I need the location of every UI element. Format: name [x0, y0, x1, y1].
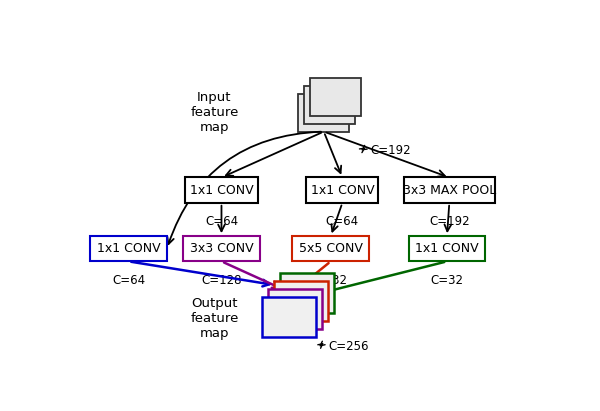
Text: 1x1 CONV: 1x1 CONV [190, 184, 253, 196]
FancyBboxPatch shape [262, 297, 316, 337]
Text: 1x1 CONV: 1x1 CONV [311, 184, 374, 196]
Text: C=64: C=64 [326, 215, 359, 228]
FancyBboxPatch shape [280, 273, 334, 313]
Text: C=256: C=256 [328, 340, 369, 353]
Text: 5x5 CONV: 5x5 CONV [299, 242, 362, 255]
FancyBboxPatch shape [90, 236, 167, 261]
Text: 1x1 CONV: 1x1 CONV [97, 242, 160, 255]
FancyBboxPatch shape [183, 236, 260, 261]
Text: 3x3 CONV: 3x3 CONV [190, 242, 253, 255]
FancyBboxPatch shape [404, 178, 494, 203]
Text: C=192: C=192 [370, 144, 411, 157]
Text: C=32: C=32 [431, 274, 464, 287]
FancyBboxPatch shape [310, 78, 361, 116]
Text: C=64: C=64 [112, 274, 145, 287]
Text: Input
feature
map: Input feature map [190, 91, 239, 134]
FancyBboxPatch shape [268, 289, 322, 329]
FancyBboxPatch shape [185, 178, 257, 203]
Text: C=192: C=192 [429, 215, 470, 228]
Text: 3x3 MAX POOL: 3x3 MAX POOL [403, 184, 496, 196]
Text: C=128: C=128 [201, 274, 242, 287]
Text: C=64: C=64 [205, 215, 238, 228]
FancyBboxPatch shape [304, 86, 355, 124]
FancyBboxPatch shape [307, 178, 379, 203]
FancyBboxPatch shape [292, 236, 369, 261]
FancyBboxPatch shape [409, 236, 485, 261]
Text: Output
feature
map: Output feature map [190, 297, 239, 340]
Text: 1x1 CONV: 1x1 CONV [415, 242, 479, 255]
Text: C=32: C=32 [314, 274, 347, 287]
FancyBboxPatch shape [274, 281, 328, 321]
FancyBboxPatch shape [298, 94, 349, 132]
